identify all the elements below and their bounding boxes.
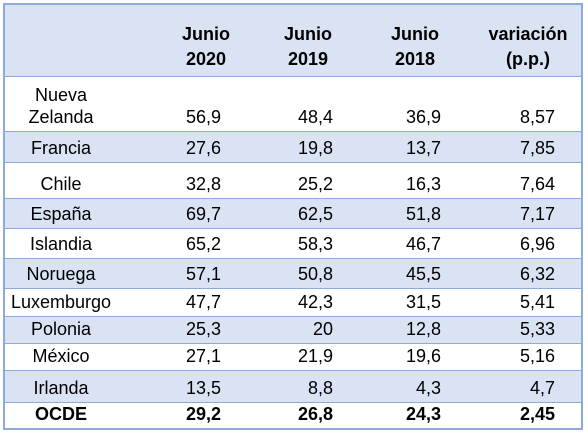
row-value-2020: 47,7 bbox=[185, 292, 221, 312]
row-value-2018: 19,6 bbox=[405, 346, 441, 366]
row-value-2019: 19,8 bbox=[297, 138, 333, 158]
table-row: Polonia 25,3 20 12,8 5,33 bbox=[5, 317, 581, 344]
table-row: Chile 32,8 25,2 16,3 7,64 bbox=[5, 163, 581, 199]
table-row: Islandia 65,2 58,3 46,7 6,96 bbox=[5, 229, 581, 259]
row-country: Irlanda bbox=[33, 378, 89, 398]
table-row: Francia 27,6 19,8 13,7 7,85 bbox=[5, 132, 581, 163]
row-value-2020: 57,1 bbox=[185, 264, 221, 284]
table-header-row: Junio 2020 Junio 2019 Junio 2018 variaci… bbox=[5, 5, 581, 77]
row-value-2018: 16,3 bbox=[405, 174, 441, 194]
row-value-2019: 42,3 bbox=[297, 292, 333, 312]
row-variacion: 6,96 bbox=[519, 234, 555, 254]
header-junio-2020: Junio 2020 bbox=[182, 24, 230, 69]
row-value-2018: 24,3 bbox=[405, 404, 441, 424]
header-junio-2018: Junio 2018 bbox=[391, 24, 439, 69]
row-value-2020: 27,6 bbox=[185, 138, 221, 158]
row-value-2018: 31,5 bbox=[405, 292, 441, 312]
row-value-2020: 27,1 bbox=[185, 346, 221, 366]
row-variacion: 4,7 bbox=[529, 378, 555, 398]
table-row: España 69,7 62,5 51,8 7,17 bbox=[5, 199, 581, 229]
row-variacion: 7,17 bbox=[519, 204, 555, 224]
row-value-2020: 13,5 bbox=[185, 378, 221, 398]
row-country: OCDE bbox=[34, 404, 87, 424]
row-value-2019: 48,4 bbox=[297, 107, 333, 127]
row-value-2018: 46,7 bbox=[405, 234, 441, 254]
row-country: Nueva Zelanda bbox=[28, 85, 94, 127]
header-variacion: variación (p.p.) bbox=[488, 24, 568, 69]
row-value-2019: 25,2 bbox=[297, 174, 333, 194]
row-variacion: 7,85 bbox=[519, 138, 555, 158]
header-junio-2019: Junio 2019 bbox=[284, 24, 332, 69]
row-value-2019: 26,8 bbox=[297, 404, 333, 424]
row-value-2019: 58,3 bbox=[297, 234, 333, 254]
row-variacion: 5,16 bbox=[519, 346, 555, 366]
row-value-2018: 51,8 bbox=[405, 204, 441, 224]
table-total-row: OCDE 29,2 26,8 24,3 2,45 bbox=[5, 403, 581, 428]
table-row: Nueva Zelanda 56,9 48,4 36,9 8,57 bbox=[5, 77, 581, 132]
header-country bbox=[5, 5, 117, 76]
row-country: Francia bbox=[30, 138, 92, 158]
row-country: Polonia bbox=[30, 319, 92, 339]
row-value-2020: 32,8 bbox=[185, 174, 221, 194]
row-value-2020: 69,7 bbox=[185, 204, 221, 224]
row-variacion: 5,33 bbox=[519, 319, 555, 339]
row-value-2019: 20 bbox=[312, 319, 333, 339]
table-row: México 27,1 21,9 19,6 5,16 bbox=[5, 344, 581, 371]
row-value-2020: 29,2 bbox=[185, 404, 221, 424]
row-value-2018: 36,9 bbox=[405, 107, 441, 127]
row-country: Islandia bbox=[29, 234, 93, 254]
row-variacion: 6,32 bbox=[519, 264, 555, 284]
table-row: Irlanda 13,5 8,8 4,3 4,7 bbox=[5, 371, 581, 403]
row-value-2020: 25,3 bbox=[185, 319, 221, 339]
row-value-2019: 50,8 bbox=[297, 264, 333, 284]
row-value-2019: 8,8 bbox=[307, 378, 333, 398]
data-table: Junio 2020 Junio 2019 Junio 2018 variaci… bbox=[3, 3, 583, 430]
row-value-2019: 62,5 bbox=[297, 204, 333, 224]
row-value-2018: 12,8 bbox=[405, 319, 441, 339]
row-value-2018: 45,5 bbox=[405, 264, 441, 284]
row-value-2018: 13,7 bbox=[405, 138, 441, 158]
row-variacion: 2,45 bbox=[519, 404, 555, 424]
row-country: España bbox=[30, 204, 92, 224]
table-row: Luxemburgo 47,7 42,3 31,5 5,41 bbox=[5, 289, 581, 317]
row-country: Noruega bbox=[26, 264, 96, 284]
row-country: Chile bbox=[40, 174, 82, 194]
row-value-2018: 4,3 bbox=[415, 378, 441, 398]
row-value-2020: 65,2 bbox=[185, 234, 221, 254]
row-variacion: 8,57 bbox=[519, 107, 555, 127]
row-variacion: 7,64 bbox=[519, 174, 555, 194]
row-value-2019: 21,9 bbox=[297, 346, 333, 366]
table-row: Noruega 57,1 50,8 45,5 6,32 bbox=[5, 259, 581, 289]
row-value-2020: 56,9 bbox=[185, 107, 221, 127]
row-country: Luxemburgo bbox=[10, 292, 112, 312]
row-country: México bbox=[32, 346, 90, 366]
row-variacion: 5,41 bbox=[519, 292, 555, 312]
